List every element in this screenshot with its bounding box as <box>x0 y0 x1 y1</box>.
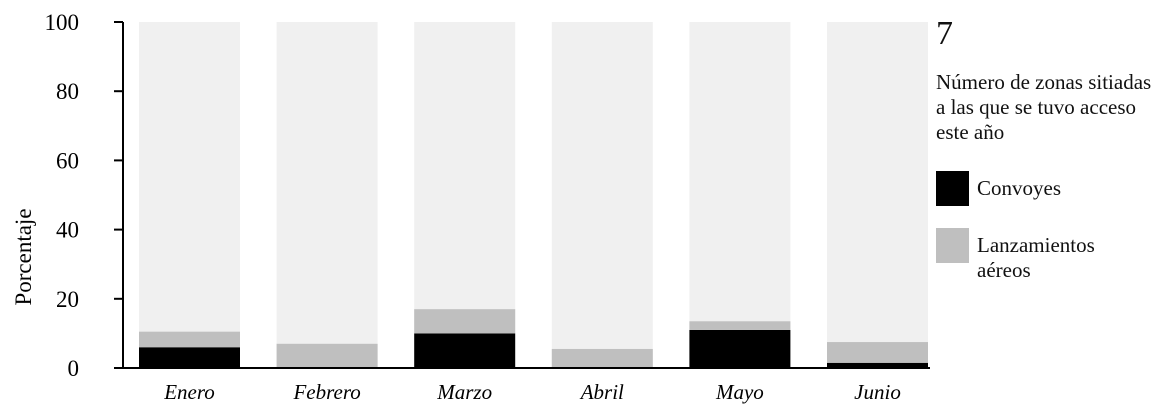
bar-convoyes-marzo <box>414 333 516 368</box>
bar-convoyes-mayo <box>689 329 791 368</box>
bar-lanzamientos-abril <box>551 348 653 368</box>
x-tick-label: Enero <box>163 380 215 404</box>
bar-background-junio <box>827 22 928 368</box>
y-tick-label: 20 <box>56 287 79 312</box>
legend-item-lanzamientos: Lanzamientos aéreos <box>936 228 1154 283</box>
bar-convoyes-enero <box>139 347 240 368</box>
bar-lanzamientos-enero <box>139 331 240 348</box>
x-tick-label: Junio <box>854 380 901 404</box>
bar-lanzamientos-mayo <box>689 321 791 330</box>
bar-background-enero <box>139 22 240 368</box>
bar-background-mayo <box>689 22 791 368</box>
y-tick-label: 100 <box>45 10 80 35</box>
bar-chart: 0 20 40 60 80 100 Enero Febrero Marzo Abril Mayo J… <box>11 10 930 404</box>
bar-lanzamientos-junio <box>827 342 928 363</box>
y-axis-label: Porcentaje <box>11 208 36 305</box>
bar-lanzamientos-febrero <box>276 343 378 368</box>
y-tick-label: 80 <box>56 79 79 104</box>
legend-swatch-lanzamientos <box>936 228 969 263</box>
legend-label-lanzamientos: Lanzamientos aéreos <box>977 233 1095 282</box>
bar-lanzamientos-marzo <box>414 309 516 334</box>
y-tick-label: 0 <box>68 356 80 381</box>
bar-background-febrero <box>276 22 378 368</box>
legend: Convoyes Lanzamientos aéreos <box>936 171 1154 283</box>
side-panel: 7 Número de zonas sitiadas a las que se … <box>936 14 1154 305</box>
x-tick-label: Abril <box>579 380 624 404</box>
zones-count: 7 <box>936 15 953 52</box>
x-tick-label: Febrero <box>292 380 360 404</box>
legend-swatch-convoyes <box>936 171 969 206</box>
bar-background-abril <box>551 22 653 368</box>
zones-caption: Número de zonas sitiadas a las que se tu… <box>936 70 1152 144</box>
legend-item-convoyes: Convoyes <box>936 171 1154 206</box>
x-ticks: Enero Febrero Marzo Abril Mayo Junio <box>163 380 901 404</box>
x-tick-label: Mayo <box>715 380 764 404</box>
bar-convoyes-junio <box>827 362 928 368</box>
y-tick-label: 60 <box>56 148 79 173</box>
bars-layer <box>139 22 928 368</box>
y-tick-label: 40 <box>56 218 79 243</box>
legend-label-convoyes: Convoyes <box>977 176 1061 200</box>
y-ticks: 0 20 40 60 80 100 <box>45 10 123 381</box>
x-tick-label: Marzo <box>436 380 492 404</box>
